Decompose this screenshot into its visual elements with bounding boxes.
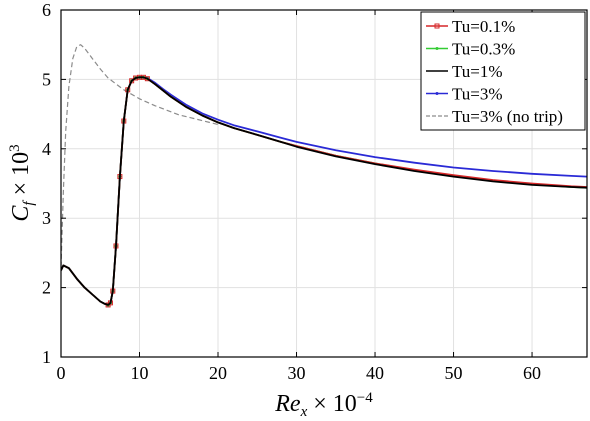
series-line-tu-1 bbox=[61, 76, 587, 306]
legend-marker-tu-0-3 bbox=[435, 47, 439, 50]
legend: Tu=0.1% Tu=0.3% Tu=1% Tu=3% Tu=3% (no trip) bbox=[420, 11, 586, 131]
legend-label: Tu=0.1% bbox=[452, 17, 515, 36]
y-axis-label: Cf × 103 bbox=[7, 144, 37, 221]
y-tick-label: 6 bbox=[42, 0, 51, 20]
legend-box bbox=[420, 11, 586, 131]
legend-label: Tu=1% bbox=[452, 62, 503, 81]
axis-ticks: 0 10 20 30 40 50 60 1 2 3 4 5 6 bbox=[42, 0, 587, 383]
y-tick-label: 5 bbox=[42, 69, 51, 89]
plot-frame bbox=[60, 9, 588, 358]
x-axis-label: Rex × 10−4 bbox=[274, 390, 373, 420]
x-tick-label: 0 bbox=[57, 363, 66, 383]
x-tick-label: 50 bbox=[445, 363, 463, 383]
y-tick-label: 3 bbox=[42, 208, 51, 228]
x-tick-label: 20 bbox=[209, 363, 227, 383]
y-tick-label: 1 bbox=[42, 347, 51, 367]
x-tick-label: 60 bbox=[523, 363, 541, 383]
series-layer bbox=[61, 44, 587, 308]
legend-label: Tu=3% bbox=[452, 85, 503, 104]
legend-marker-tu-3 bbox=[435, 92, 439, 95]
y-tick-label: 4 bbox=[42, 139, 51, 159]
legend-marker-tu-0-1 bbox=[434, 23, 440, 29]
legend-label: Tu=0.3% bbox=[452, 40, 515, 59]
y-tick-label: 2 bbox=[42, 278, 51, 298]
x-tick-label: 30 bbox=[288, 363, 306, 383]
series-line-tu-3-no-trip bbox=[61, 44, 219, 267]
legend-label: Tu=3% (no trip) bbox=[452, 107, 563, 126]
x-tick-label: 10 bbox=[131, 363, 149, 383]
x-tick-label: 40 bbox=[366, 363, 384, 383]
